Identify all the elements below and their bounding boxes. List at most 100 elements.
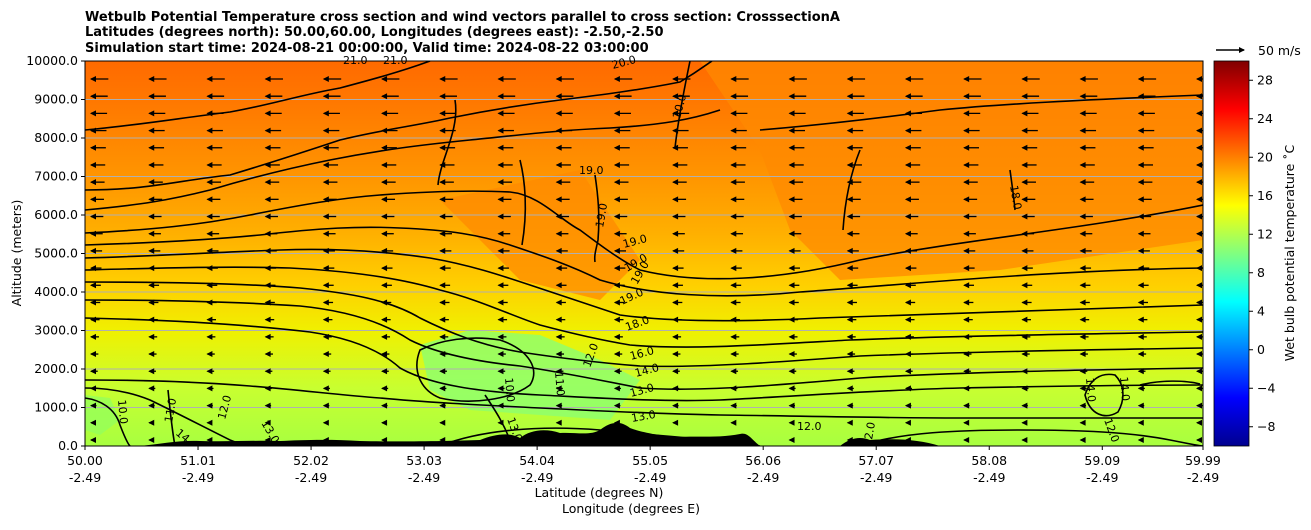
wind-vector	[90, 333, 99, 340]
wind-vector	[381, 110, 399, 117]
wind-vector	[555, 93, 574, 100]
wind-vector	[90, 161, 106, 168]
wind-vector	[1137, 230, 1151, 237]
colorbar-tick-label: −8	[1257, 419, 1275, 434]
wind-vector	[90, 179, 105, 186]
wind-vector	[846, 127, 864, 134]
colorbar-tick-label: −4	[1257, 380, 1275, 395]
wind-vector	[613, 213, 628, 220]
contour-line	[85, 299, 1203, 390]
wind-vector	[1137, 282, 1149, 289]
contour-lines	[85, 61, 1203, 446]
wind-vector	[963, 144, 980, 151]
contour-line	[842, 149, 861, 231]
wind-vector	[555, 76, 575, 82]
wind-vector	[1021, 93, 1040, 100]
x-tick-label-lat: 59.99	[1185, 453, 1221, 468]
wind-vector	[148, 93, 166, 100]
wind-vector	[904, 196, 919, 203]
wind-vector	[1079, 299, 1090, 306]
wind-vector	[904, 368, 913, 375]
wind-vector	[148, 196, 163, 203]
wind-vector	[439, 299, 450, 306]
wind-vector	[788, 213, 802, 220]
wind-vector	[497, 230, 511, 237]
x-tick-label-lat: 53.03	[406, 453, 442, 468]
wind-vector	[1196, 299, 1203, 306]
wind-vector	[963, 351, 972, 358]
gridlines	[85, 99, 1203, 408]
wind-vector	[788, 299, 799, 306]
wind-vector	[730, 179, 745, 186]
wind-vector	[788, 437, 795, 443]
wind-vector	[206, 196, 221, 203]
wind-vector	[322, 213, 337, 220]
wind-vector	[1079, 179, 1095, 186]
wind-vector	[264, 161, 280, 168]
wind-vector	[497, 316, 508, 323]
wind-vector	[264, 282, 276, 289]
wind-vector	[846, 144, 863, 151]
wind-vector	[322, 127, 340, 134]
wind-vector	[322, 419, 329, 426]
wind-vector	[497, 93, 516, 100]
wind-vector	[497, 333, 507, 340]
wind-vector	[381, 419, 388, 426]
wind-vector	[381, 351, 390, 358]
wind-vector	[1079, 368, 1088, 375]
wind-vector	[846, 316, 857, 323]
wind-vector	[322, 144, 339, 151]
wind-vector	[264, 127, 282, 134]
wind-vector	[1079, 265, 1092, 272]
wind-vector	[497, 419, 504, 426]
wind-vector	[439, 282, 451, 289]
wind-vector	[672, 247, 685, 254]
wind-vector	[439, 316, 449, 323]
wind-vector	[1079, 110, 1097, 117]
wind-vector	[1079, 127, 1097, 134]
contour-line	[85, 61, 431, 131]
wind-vector	[1021, 333, 1031, 340]
wind-vector	[846, 385, 854, 392]
wind-vector	[1137, 368, 1146, 375]
contour-label: 13.0	[628, 381, 655, 400]
wind-vector	[963, 333, 973, 340]
contour-line	[85, 109, 721, 211]
wind-vector	[206, 265, 218, 272]
contour-line	[437, 99, 457, 186]
wind-vector	[963, 419, 970, 426]
wind-vector	[904, 76, 924, 82]
wind-vector	[730, 93, 749, 100]
x-tick-label-lon: -2.49	[182, 470, 214, 485]
wind-vector	[1079, 213, 1093, 220]
wind-vector	[1196, 333, 1203, 340]
wind-vector	[497, 368, 506, 375]
wind-vector	[846, 265, 859, 272]
wind-vector	[90, 351, 99, 358]
y-tick-label: 8000.0	[34, 130, 78, 145]
wind-vector	[963, 76, 982, 82]
wind-vector	[730, 110, 748, 117]
contour-label: 2.0	[862, 421, 878, 440]
colorbar-tick-label: 28	[1257, 72, 1273, 87]
wind-vector	[1137, 144, 1154, 151]
chart-title-line-2: Latitudes (degrees north): 50.00,60.00, …	[85, 25, 664, 40]
colorbar: −8 −4 0 4 8 12 16 20 24 28 Wet bulb potential tem…	[1213, 60, 1297, 447]
wind-vector	[264, 368, 273, 375]
contour-label: 19.0	[593, 202, 610, 228]
contour-label: 10.0	[115, 399, 130, 425]
wind-vector	[1137, 402, 1145, 409]
wind-vector	[439, 419, 446, 426]
wind-vector	[672, 282, 683, 289]
wind-vector	[1079, 247, 1092, 254]
wind-vector	[846, 110, 864, 117]
y-axis-label: Altitude (meters)	[9, 200, 24, 307]
wind-vector	[439, 110, 457, 117]
wind-vector	[730, 247, 743, 254]
x-tick-label-lat: 55.05	[632, 453, 668, 468]
wind-vector	[439, 161, 455, 168]
wind-vector	[672, 196, 687, 203]
wind-vector	[381, 76, 400, 82]
contour-label: 11.0	[162, 397, 179, 423]
wind-vector	[90, 282, 101, 289]
